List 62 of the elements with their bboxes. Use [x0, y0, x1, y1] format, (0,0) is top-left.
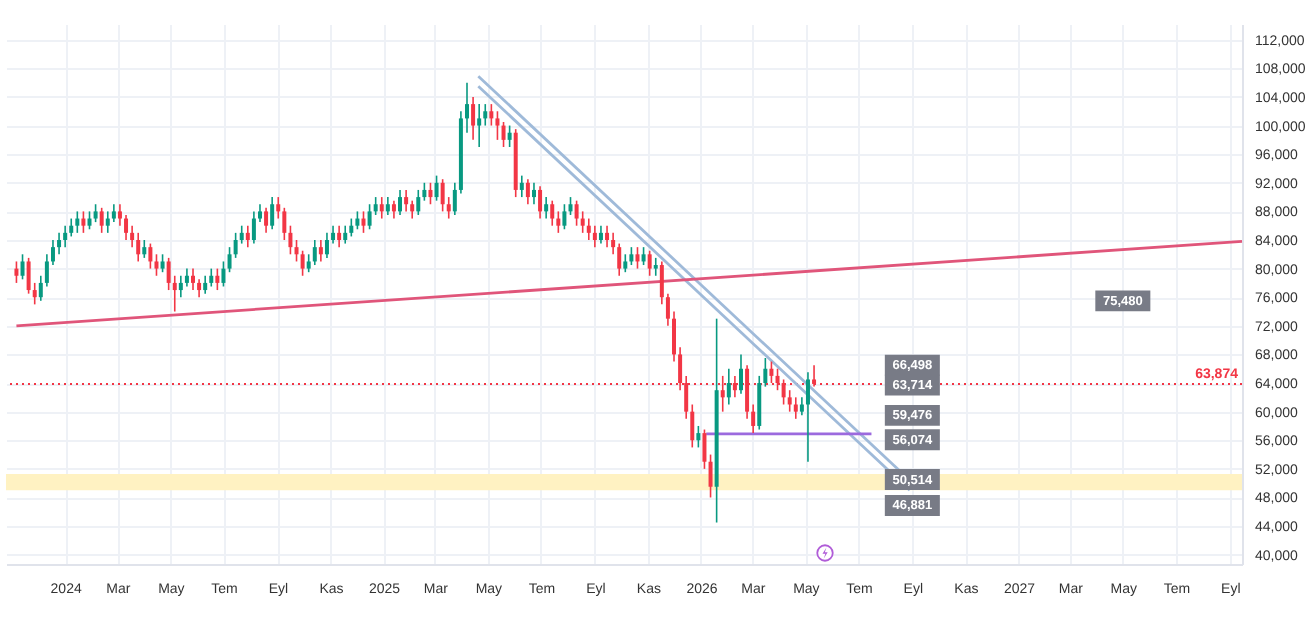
candlestick [191, 267, 196, 291]
candlestick [550, 199, 555, 227]
candlestick [312, 239, 317, 266]
candlestick [605, 224, 610, 248]
candlestick [75, 210, 80, 234]
candlestick [538, 185, 543, 220]
candlestick [264, 207, 269, 234]
candlestick [769, 360, 774, 384]
candlestick [148, 242, 153, 270]
candlestick [531, 181, 536, 206]
candlestick [367, 203, 372, 231]
candlestick [178, 274, 183, 299]
candlestick [580, 210, 585, 234]
candlestick [702, 428, 707, 470]
candlestick [757, 375, 762, 431]
candlestick [324, 232, 329, 259]
candlestick [653, 257, 658, 277]
candlestick [726, 367, 731, 406]
candlestick [805, 371, 810, 463]
candlestick [696, 425, 701, 449]
candlestick [300, 249, 305, 277]
candlestick [544, 196, 549, 220]
candlestick [440, 178, 445, 213]
candlestick [318, 239, 323, 263]
candlestick [270, 196, 275, 231]
candlestick [251, 210, 256, 245]
candlestick [519, 174, 524, 198]
candlestick [337, 224, 342, 248]
candlestick [495, 110, 500, 141]
candlestick [99, 207, 104, 234]
candlestick [574, 199, 579, 227]
candlestick [477, 103, 482, 148]
candlestick [361, 210, 366, 234]
candlestick [501, 121, 506, 148]
candlestick [215, 267, 220, 291]
candlestick [471, 96, 476, 141]
candlestick [20, 253, 25, 281]
candlestick [63, 224, 68, 248]
candlestick [428, 181, 433, 206]
candlestick [738, 353, 743, 395]
candlestick [434, 174, 439, 202]
candlestick [787, 389, 792, 413]
candlestick [635, 246, 640, 270]
candlestick [105, 210, 110, 234]
candlestick [525, 178, 530, 206]
candlestick [221, 260, 226, 288]
candlestick [245, 224, 250, 248]
candlestick [489, 103, 494, 127]
candlestick [404, 189, 409, 213]
candlestick [398, 189, 403, 216]
candlestick [562, 203, 567, 231]
candlestick [379, 196, 384, 220]
candlestick [586, 217, 591, 241]
candlestick [136, 232, 141, 263]
candlestick [793, 396, 798, 420]
candlestick [507, 124, 512, 148]
candlestick [647, 249, 652, 277]
candlestick [592, 224, 597, 248]
candlestick [81, 210, 86, 234]
candlestick [708, 453, 713, 499]
candlestick [14, 260, 19, 284]
candlestick [416, 189, 421, 216]
